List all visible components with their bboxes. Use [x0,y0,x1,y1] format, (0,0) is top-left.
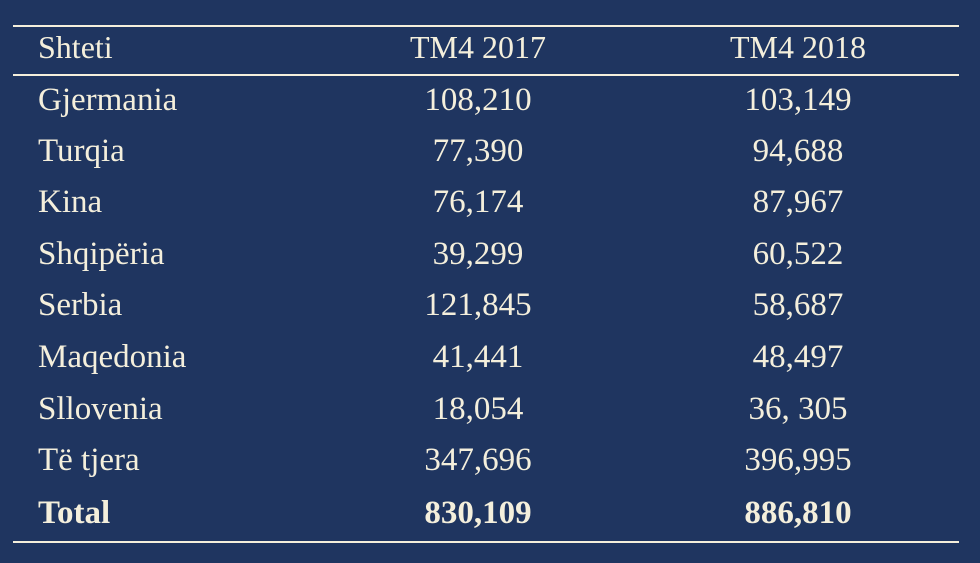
row-value-2018: 396,995 [744,442,852,478]
row-value-2018: 58,687 [752,287,844,323]
data-table: Shteti TM4 2017 TM4 2018 Gjermania 108,2… [13,0,959,563]
row-country: Turqia [38,133,125,169]
header-tm4-2017: TM4 2017 [410,29,546,65]
table-bottom-rule [13,541,959,543]
header-country: Shteti [38,29,113,65]
row-value-2018: 87,967 [752,184,844,220]
row-value-2017: 121,845 [424,287,532,323]
row-value-2017: 18,054 [432,391,524,427]
table-header-rule [13,74,959,76]
total-value-2018: 886,810 [744,495,852,531]
row-value-2018: 60,522 [752,236,844,272]
table-row: Sllovenia 18,054 36, 305 [13,384,959,434]
header-tm4-2018: TM4 2018 [730,29,866,65]
table-top-rule [13,25,959,27]
table-row: Gjermania 108,210 103,149 [13,75,959,125]
row-value-2017: 347,696 [424,442,532,478]
row-country: Sllovenia [38,391,163,427]
table-total-row: Total 830,109 886,810 [13,488,959,538]
table-row: Serbia 121,845 58,687 [13,280,959,330]
row-value-2018: 94,688 [752,133,844,169]
row-value-2018: 36, 305 [748,391,848,427]
table-row: Të tjera 347,696 396,995 [13,435,959,485]
row-value-2017: 41,441 [432,339,524,375]
table-header-row: Shteti TM4 2017 TM4 2018 [13,22,959,72]
table-row: Maqedonia 41,441 48,497 [13,332,959,382]
table-row: Turqia 77,390 94,688 [13,126,959,176]
row-country: Serbia [38,287,123,323]
row-country: Të tjera [38,442,140,478]
row-value-2018: 48,497 [752,339,844,375]
row-value-2017: 77,390 [432,133,524,169]
row-value-2017: 76,174 [432,184,524,220]
row-country: Kina [38,184,103,220]
total-label: Total [38,495,111,531]
row-value-2018: 103,149 [744,82,852,118]
row-value-2017: 108,210 [424,82,532,118]
row-country: Shqipëria [38,236,165,272]
row-value-2017: 39,299 [432,236,524,272]
table-row: Shqipëria 39,299 60,522 [13,229,959,279]
table-row: Kina 76,174 87,967 [13,177,959,227]
row-country: Maqedonia [38,339,187,375]
total-value-2017: 830,109 [424,495,532,531]
row-country: Gjermania [38,82,178,118]
